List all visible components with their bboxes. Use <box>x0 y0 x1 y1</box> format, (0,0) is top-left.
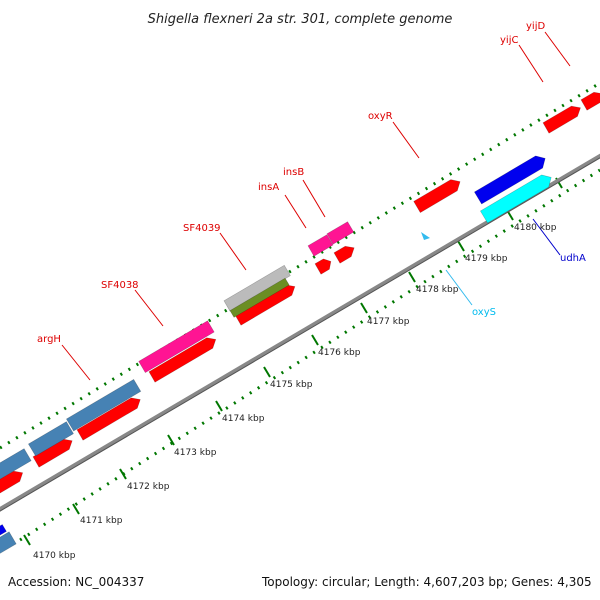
outer-tick-track <box>0 81 600 450</box>
gene-steel-u1 <box>0 448 32 480</box>
oxyS-marker <box>421 232 430 240</box>
kbp-label-4177: 4177 kbp <box>367 317 410 327</box>
kbp-label-4180: 4180 kbp <box>514 223 557 233</box>
major-tick <box>311 334 319 346</box>
major-tick <box>23 534 31 546</box>
major-tick <box>119 468 127 480</box>
major-tick <box>408 271 416 283</box>
gene-label-insA: insA <box>258 182 279 193</box>
kbp-label-4171: 4171 kbp <box>80 516 123 526</box>
accession-text: Accession: NC_004337 <box>8 575 144 589</box>
gene-labels: argH SF4038 SF4039 insA insB oxyR yijC y… <box>37 21 586 345</box>
gene-blue-i1 <box>0 524 7 536</box>
gene-red-l7 <box>333 245 355 264</box>
gene-red-u1 <box>413 179 461 214</box>
major-tick <box>215 400 223 412</box>
map-title: Shigella flexneri 2a str. 301, complete … <box>148 12 453 27</box>
gene-magenta-u1 <box>138 320 215 374</box>
tick-tracks <box>0 81 600 546</box>
kbp-label-4170: 4170 kbp <box>33 551 76 561</box>
genome-backbone-shadow <box>0 157 600 512</box>
gene-steel-u3 <box>65 378 142 432</box>
callout-yijD <box>544 31 571 67</box>
gene-features <box>0 91 600 554</box>
callout-argH <box>61 344 91 381</box>
major-tick <box>360 302 368 314</box>
kbp-label-4175: 4175 kbp <box>270 380 313 390</box>
gene-steel-i1 <box>0 531 17 554</box>
callout-SF4038 <box>134 289 164 327</box>
gene-red-l8 <box>542 105 581 134</box>
callout-oxyR <box>392 121 420 159</box>
gene-red-l3 <box>76 397 141 441</box>
gene-label-argH: argH <box>37 334 61 345</box>
gene-red-l1 <box>0 470 24 494</box>
callout-oxyS <box>445 269 473 306</box>
inner-tick-track <box>19 168 600 542</box>
gene-blue-u1 <box>473 155 546 205</box>
gene-label-SF4039: SF4039 <box>183 223 221 234</box>
gene-olive-u1 <box>229 277 290 318</box>
callout-insB <box>302 179 326 218</box>
gene-gray-u1 <box>223 264 291 312</box>
kbp-label-4178: 4178 kbp <box>416 285 459 295</box>
gene-label-yijD: yijD <box>526 21 545 32</box>
callout-lines <box>61 31 571 381</box>
kbp-label-4172: 4172 kbp <box>127 482 170 492</box>
kbp-labels: 4170 kbp 4171 kbp 4172 kbp 4173 kbp 4174… <box>33 223 557 561</box>
kbp-label-4174: 4174 kbp <box>222 414 265 424</box>
kbp-label-4173: 4173 kbp <box>174 448 217 458</box>
callout-udhA <box>532 218 561 256</box>
callout-insA <box>284 194 307 229</box>
kbp-label-4179: 4179 kbp <box>465 254 508 264</box>
gene-label-SF4038: SF4038 <box>101 280 139 291</box>
major-tick <box>167 434 175 446</box>
genome-summary-text: Topology: circular; Length: 4,607,203 bp… <box>261 575 592 589</box>
gene-magenta-u3 <box>326 221 355 245</box>
gene-label-oxyR: oxyR <box>368 111 393 122</box>
gene-red-l4 <box>148 337 217 383</box>
gene-label-yijC: yijC <box>500 35 518 46</box>
gene-label-insB: insB <box>283 167 304 178</box>
gene-label-oxyS: oxyS <box>472 307 496 318</box>
gene-cyan-i1 <box>479 174 552 224</box>
callout-SF4039 <box>219 232 247 271</box>
gene-label-udhA: udhA <box>560 253 586 264</box>
callout-yijC <box>518 44 544 83</box>
gene-red-l9 <box>580 91 600 111</box>
major-tick <box>263 366 271 378</box>
gene-red-l6 <box>314 258 332 275</box>
kbp-label-4176: 4176 kbp <box>318 348 361 358</box>
gene-steel-u2 <box>27 421 74 457</box>
gene-magenta-u2 <box>307 234 334 257</box>
major-tick <box>72 503 80 515</box>
major-tick <box>457 240 465 252</box>
